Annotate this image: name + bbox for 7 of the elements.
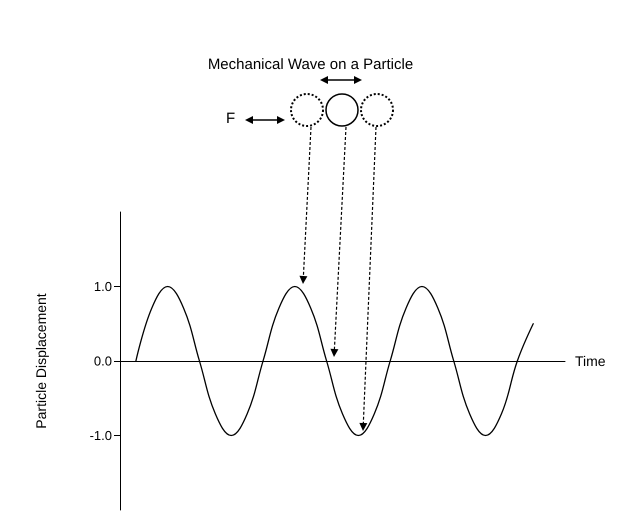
y-tick-label: -1.0 <box>90 428 112 443</box>
chart-title: Mechanical Wave on a Particle <box>208 56 414 73</box>
y-tick-label: 0.0 <box>94 354 112 368</box>
y-tick-label: 1.0 <box>94 279 112 294</box>
x-axis-title: Time <box>575 353 606 369</box>
text: F <box>226 110 236 127</box>
y-axis-title: Particle Displacement <box>33 293 49 429</box>
